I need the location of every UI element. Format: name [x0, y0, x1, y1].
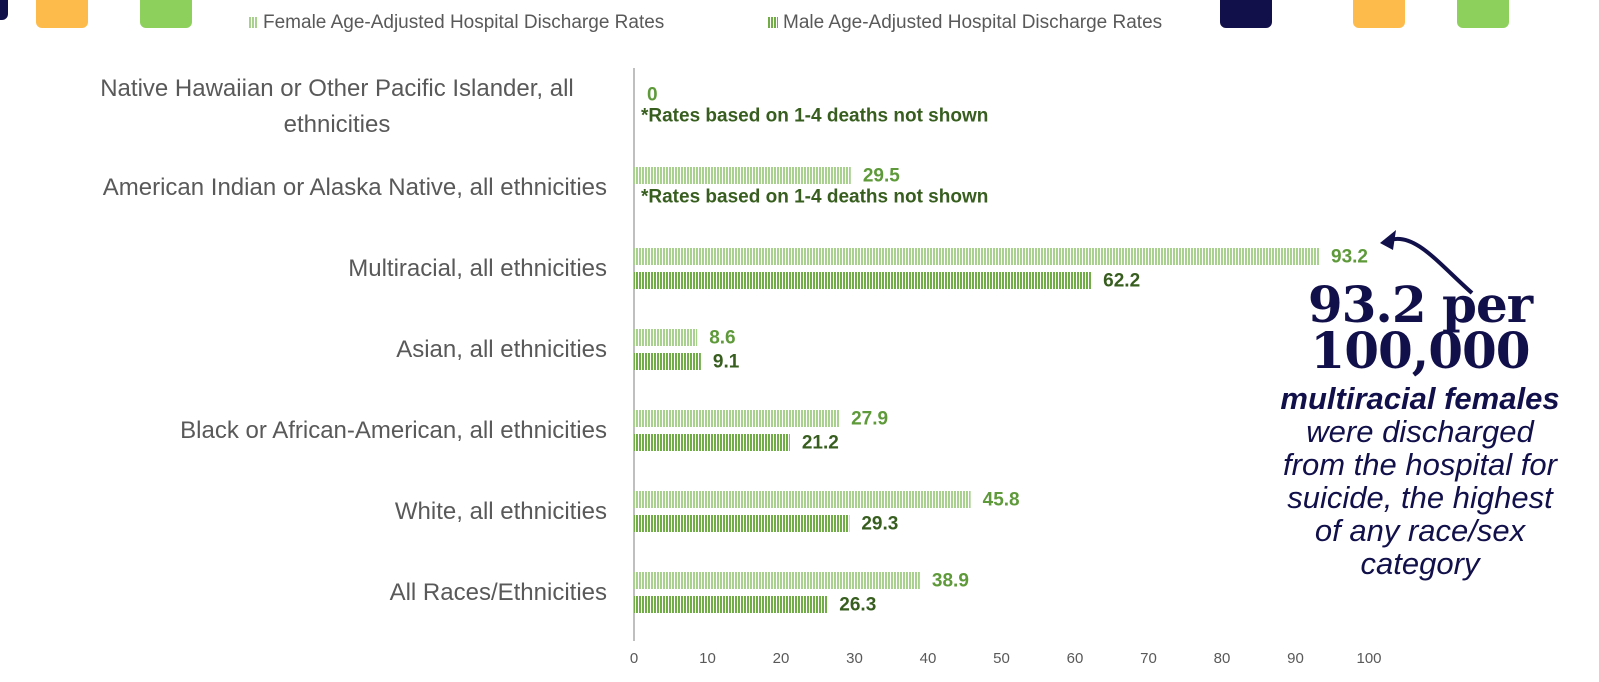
x-tick-label: 100: [1356, 650, 1381, 667]
legend-swatch: [248, 17, 258, 28]
callout-arrow: [1389, 236, 1474, 295]
value-label: 26.3: [839, 595, 876, 616]
deco-square: [1220, 0, 1272, 28]
category-label: All Races/Ethnicities: [389, 578, 607, 606]
bar: [634, 272, 1092, 289]
value-label: 62.2: [1103, 271, 1140, 292]
legend-swatch: [768, 17, 778, 28]
category-label: Native Hawaiian or Other Pacific Islande…: [100, 74, 574, 138]
bar: [634, 410, 840, 427]
x-tick-label: 60: [1067, 650, 1084, 667]
value-label: 21.2: [802, 433, 839, 454]
deco-square: [140, 0, 192, 28]
deco-square: [1457, 0, 1509, 28]
x-tick-label: 50: [993, 650, 1010, 667]
bar: [634, 434, 790, 451]
note: *Rates based on 1-4 deaths not shown: [641, 187, 988, 208]
bar: [634, 353, 701, 370]
x-tick-label: 70: [1140, 650, 1157, 667]
category-label: American Indian or Alaska Native, all et…: [102, 173, 607, 201]
value-label: 9.1: [713, 352, 740, 373]
category-label: White, all ethnicities: [394, 497, 607, 525]
bar: [634, 572, 920, 589]
x-tick-label: 30: [846, 650, 863, 667]
legend-label: Female Age-Adjusted Hospital Discharge R…: [263, 12, 664, 33]
bar: [634, 248, 1320, 265]
x-tick-label: 20: [773, 650, 790, 667]
x-tick-label: 80: [1214, 650, 1231, 667]
callout-arrowhead: [1380, 230, 1396, 250]
value-label: 93.2: [1331, 247, 1368, 268]
value-label: 45.8: [983, 490, 1020, 511]
decoration: [0, 0, 1509, 28]
category-label: Black or African-American, all ethniciti…: [180, 416, 607, 444]
x-tick-label: 10: [699, 650, 716, 667]
bar: [634, 329, 698, 346]
deco-square: [0, 0, 8, 20]
deco-square: [1353, 0, 1405, 28]
callout-body: multiracial females were discharged from…: [1270, 382, 1570, 580]
callout-text: were discharged from the hospital for su…: [1283, 414, 1557, 581]
x-tick-label: 0: [630, 650, 638, 667]
deco-square: [36, 0, 88, 28]
x-tick-label: 90: [1287, 650, 1304, 667]
category-label: Multiracial, all ethnicities: [348, 254, 607, 282]
value-label: 27.9: [851, 409, 888, 430]
callout-emphasis: multiracial females: [1280, 381, 1560, 416]
value-label: 0: [647, 85, 658, 106]
x-tick-label: 40: [920, 650, 937, 667]
value-label: 29.3: [861, 514, 898, 535]
bar: [634, 515, 850, 532]
value-label: 29.5: [863, 166, 900, 187]
value-label: 38.9: [932, 571, 969, 592]
bar: [634, 491, 971, 508]
category-label: Asian, all ethnicities: [396, 335, 607, 363]
legend-label: Male Age-Adjusted Hospital Discharge Rat…: [783, 12, 1162, 33]
callout-headline: 93.2 per 100,000: [1307, 275, 1533, 380]
bar: [634, 596, 828, 613]
note: *Rates based on 1-4 deaths not shown: [641, 106, 988, 127]
value-label: 8.6: [709, 328, 735, 349]
bar: [634, 167, 851, 184]
